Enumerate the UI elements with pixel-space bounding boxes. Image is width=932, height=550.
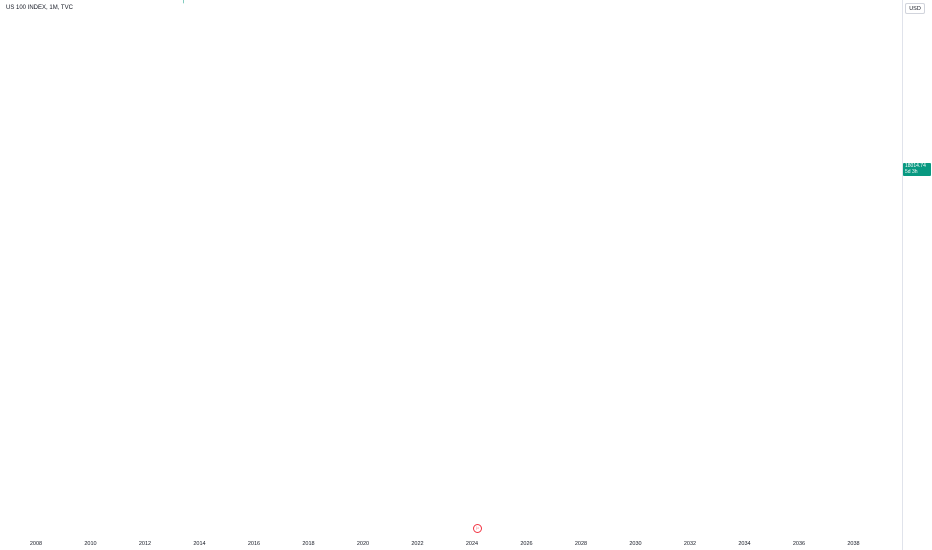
year-tick-label: 2020	[356, 541, 370, 547]
year-tick-label: 2034	[738, 541, 751, 547]
year-tick-label: 2038	[847, 541, 860, 547]
year-tick-label: 2012	[138, 541, 152, 547]
event-flag-icon[interactable]: ⚐	[473, 524, 482, 533]
last-price-value: 18014.74	[905, 163, 926, 169]
bar-countdown: 5d 3h	[905, 169, 918, 175]
currency-selector[interactable]: USD	[905, 3, 925, 14]
year-tick-label: 2008	[29, 541, 43, 547]
symbol-title: US 100 INDEX, 1M, TVC	[6, 5, 73, 11]
year-tick-label: 2028	[574, 541, 588, 547]
year-tick-label: 2014	[193, 541, 206, 547]
year-tick-label: 2018	[302, 541, 315, 547]
time-axis[interactable]	[0, 538, 902, 550]
year-tick-label: 2036	[792, 541, 806, 547]
chart-pane[interactable]	[0, 0, 902, 538]
year-tick-label: 2022	[411, 541, 424, 547]
year-tick-label: 2030	[629, 541, 642, 547]
year-tick-label: 2026	[520, 541, 533, 547]
year-tick-label: 2010	[84, 541, 97, 547]
year-tick-label: 2024	[465, 541, 479, 547]
price-axis[interactable]	[902, 0, 932, 550]
year-tick-label: 2016	[247, 541, 261, 547]
last-price-label: 18014.74 5d 3h	[903, 163, 931, 176]
year-tick-label: 2032	[683, 541, 697, 547]
price-chart[interactable]	[0, 0, 902, 538]
